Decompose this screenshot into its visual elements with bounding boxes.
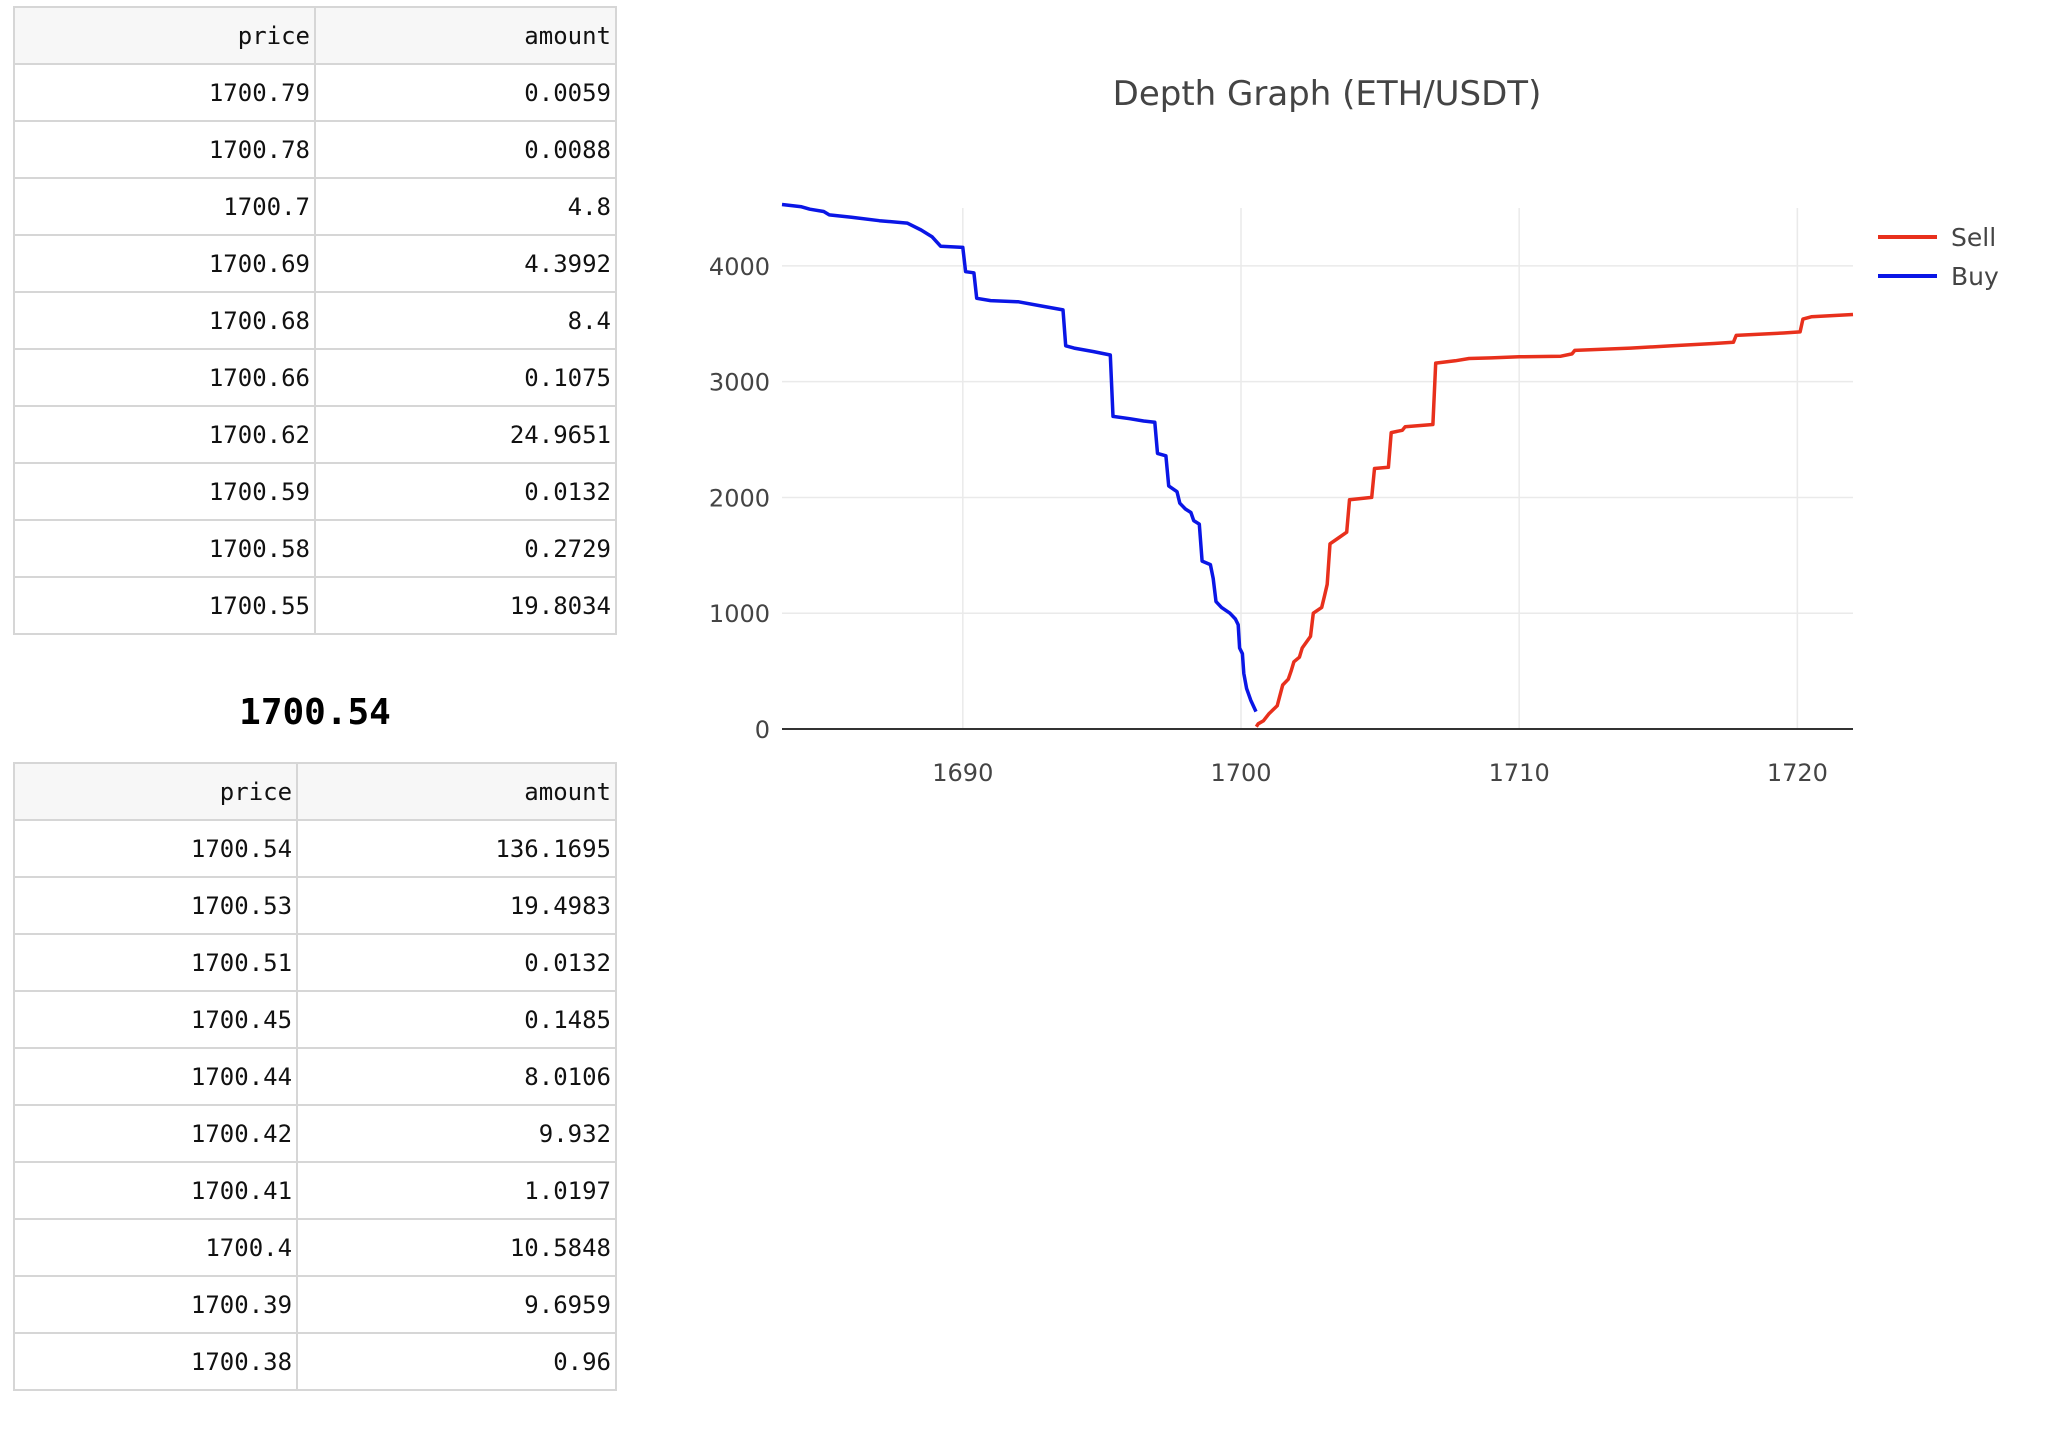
bid-amount: 0.0132	[296, 933, 617, 992]
ask-price: 1700.62	[13, 405, 316, 464]
ask-price: 1700.69	[13, 234, 316, 293]
bid-amount: 8.0106	[296, 1047, 617, 1106]
x-tick-label: 1700	[1210, 759, 1271, 787]
bid-price: 1700.53	[12, 876, 299, 935]
ask-amount: 0.0132	[314, 462, 617, 521]
asks-table: price amount 1700.79 0.0059 1700.78 0.0088…	[13, 6, 617, 635]
ask-price: 1700.68	[13, 291, 316, 350]
ask-amount: 0.1075	[314, 348, 617, 407]
bid-price: 1700.54	[12, 819, 299, 878]
asks-header-row: price amount	[13, 6, 617, 65]
tick-labels: 1690 1700 1710 1720 0 1000 2000 3000 4000	[709, 253, 1828, 787]
bid-amount: 0.96	[296, 1332, 617, 1391]
bids-header-amount: amount	[296, 762, 617, 821]
bids-table: price amount 1700.54 136.1695 1700.53 19.4…	[12, 762, 617, 1391]
table-row: 1700.69 4.3992	[13, 234, 617, 293]
bids-header-price: price	[12, 762, 299, 821]
bid-amount: 1.0197	[296, 1161, 617, 1220]
ask-price: 1700.7	[13, 177, 316, 236]
bid-amount: 9.6959	[296, 1275, 617, 1334]
grid-lines	[782, 208, 1853, 729]
ask-amount: 4.3992	[314, 234, 617, 293]
table-row: 1700.39 9.6959	[12, 1275, 617, 1334]
legend: Sell Buy	[1878, 223, 1999, 291]
ask-amount: 24.9651	[314, 405, 617, 464]
table-row: 1700.44 8.0106	[12, 1047, 617, 1106]
legend-label-buy: Buy	[1951, 262, 1999, 291]
ask-price: 1700.79	[13, 63, 316, 122]
bid-amount: 136.1695	[296, 819, 617, 878]
ask-price: 1700.58	[13, 519, 316, 578]
bid-price: 1700.39	[12, 1275, 299, 1334]
y-tick-label: 1000	[709, 600, 770, 628]
series-line-sell	[1254, 312, 1854, 728]
x-tick-label: 1710	[1489, 759, 1550, 787]
table-row: 1700.66 0.1075	[13, 348, 617, 407]
ask-amount: 0.0059	[314, 63, 617, 122]
y-tick-label: 0	[755, 716, 770, 744]
bid-price: 1700.42	[12, 1104, 299, 1163]
mid-price: 1700.54	[239, 692, 391, 733]
y-tick-label: 4000	[709, 253, 770, 281]
asks-header-amount: amount	[314, 6, 617, 65]
asks-header-price: price	[13, 6, 316, 65]
ask-price: 1700.55	[13, 576, 316, 635]
chart-title: Depth Graph (ETH/USDT)	[1113, 74, 1542, 114]
table-row: 1700.4 10.5848	[12, 1218, 617, 1277]
table-row: 1700.53 19.4983	[12, 876, 617, 935]
table-row: 1700.51 0.0132	[12, 933, 617, 992]
bid-price: 1700.51	[12, 933, 299, 992]
bid-price: 1700.4	[12, 1218, 299, 1277]
table-row: 1700.7 4.8	[13, 177, 617, 236]
table-row: 1700.41 1.0197	[12, 1161, 617, 1220]
table-row: 1700.38 0.96	[12, 1332, 617, 1391]
legend-label-sell: Sell	[1951, 223, 1996, 252]
x-tick-label: 1720	[1767, 759, 1828, 787]
table-row: 1700.62 24.9651	[13, 405, 617, 464]
ask-amount: 4.8	[314, 177, 617, 236]
series-layer	[781, 202, 1854, 728]
bid-amount: 19.4983	[296, 876, 617, 935]
bid-amount: 10.5848	[296, 1218, 617, 1277]
ask-amount: 19.8034	[314, 576, 617, 635]
bid-amount: 9.932	[296, 1104, 617, 1163]
bid-price: 1700.38	[12, 1332, 299, 1391]
ask-price: 1700.78	[13, 120, 316, 179]
y-tick-label: 2000	[709, 484, 770, 512]
ask-amount: 0.0088	[314, 120, 617, 179]
table-row: 1700.45 0.1485	[12, 990, 617, 1049]
table-row: 1700.79 0.0059	[13, 63, 617, 122]
y-tick-label: 3000	[709, 369, 770, 397]
series-line-buy	[781, 202, 1258, 713]
bids-header-row: price amount	[12, 762, 617, 821]
table-row: 1700.42 9.932	[12, 1104, 617, 1163]
ask-price: 1700.66	[13, 348, 316, 407]
x-tick-label: 1690	[932, 759, 993, 787]
bid-amount: 0.1485	[296, 990, 617, 1049]
table-row: 1700.54 136.1695	[12, 819, 617, 878]
ask-amount: 8.4	[314, 291, 617, 350]
bid-price: 1700.45	[12, 990, 299, 1049]
table-row: 1700.58 0.2729	[13, 519, 617, 578]
table-row: 1700.68 8.4	[13, 291, 617, 350]
ask-price: 1700.59	[13, 462, 316, 521]
table-row: 1700.55 19.8034	[13, 576, 617, 635]
table-row: 1700.78 0.0088	[13, 120, 617, 179]
bid-price: 1700.41	[12, 1161, 299, 1220]
depth-chart: Depth Graph (ETH/USDT) 1690 1700 1710 1720 0…	[709, 74, 1999, 787]
table-row: 1700.59 0.0132	[13, 462, 617, 521]
ask-amount: 0.2729	[314, 519, 617, 578]
bid-price: 1700.44	[12, 1047, 299, 1106]
